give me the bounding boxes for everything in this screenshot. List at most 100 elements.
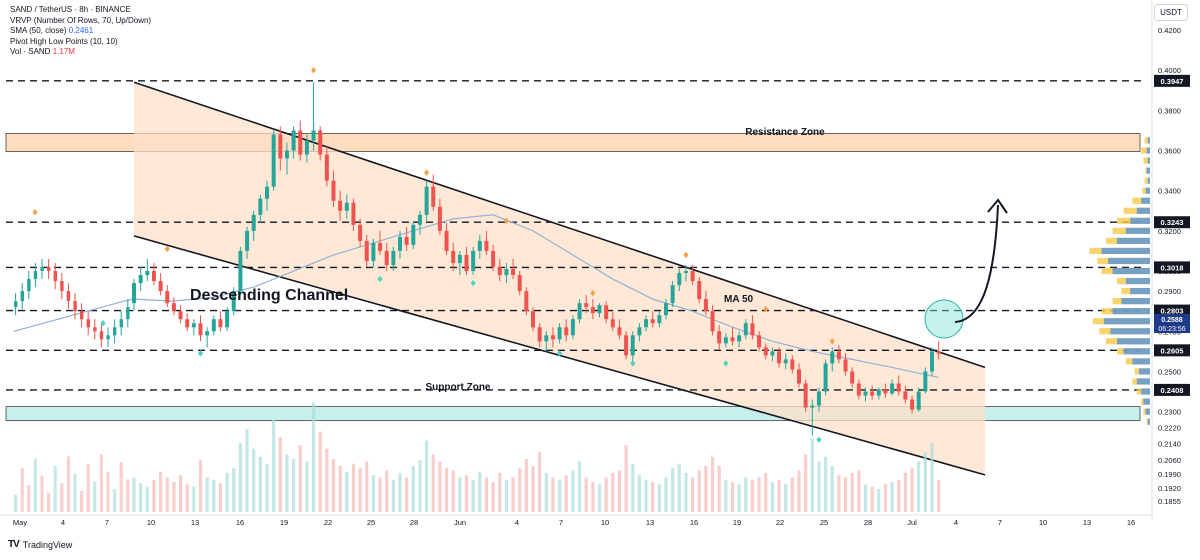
- candle-body: [697, 281, 702, 300]
- volume-bar: [93, 481, 97, 512]
- vp-down-bar: [1147, 137, 1150, 144]
- level-badge-text: 0.2605: [1161, 346, 1184, 355]
- candle-body: [411, 224, 416, 245]
- time-tick-label: May: [13, 518, 27, 527]
- volume-bar: [671, 468, 675, 512]
- volume-bar: [850, 472, 854, 512]
- price-badges: 0.2588 06:23:56: [1154, 314, 1190, 333]
- volume-bar: [757, 477, 761, 512]
- candle-body: [258, 198, 263, 215]
- tradingview-logo-icon: TV: [8, 539, 20, 550]
- volume-bar: [790, 477, 794, 512]
- candle-body: [99, 331, 104, 340]
- level-badge: [1154, 261, 1190, 274]
- candle-body: [185, 319, 190, 328]
- volume-bar: [126, 479, 130, 512]
- candle-body: [763, 347, 768, 356]
- candle-body: [903, 391, 908, 400]
- candle-body: [40, 267, 44, 272]
- candle-body: [457, 254, 462, 263]
- volume-bar: [152, 479, 156, 512]
- candle-body: [60, 281, 64, 292]
- volume-bar: [564, 475, 568, 512]
- volume-bar: [451, 470, 455, 512]
- candle-body: [132, 283, 136, 304]
- channel-upper-line: [133, 81, 986, 369]
- candle-body: [570, 319, 575, 336]
- candle-body: [225, 311, 230, 328]
- time-tick-label: Jun: [454, 518, 466, 527]
- volume-bar: [99, 454, 103, 512]
- candle-body: [318, 130, 323, 155]
- candle-body: [511, 269, 516, 276]
- volume-bar: [637, 475, 641, 512]
- level-badge: [1154, 74, 1190, 87]
- level-badge-text: 0.2408: [1161, 386, 1184, 395]
- candle-body: [471, 250, 476, 272]
- time-tick-label: 19: [280, 518, 288, 527]
- candle-body: [145, 271, 150, 276]
- volume-bar: [232, 468, 236, 512]
- candle-body: [930, 351, 934, 372]
- vp-down-bar: [1146, 147, 1150, 154]
- volume-bar: [784, 484, 788, 512]
- candles: [14, 82, 941, 436]
- candle-body: [743, 323, 748, 336]
- candle-body: [171, 303, 176, 312]
- time-tick-label: 13: [191, 518, 199, 527]
- tradingview-logo[interactable]: TV TradingView: [8, 539, 72, 550]
- vol-line[interactable]: Vol · SAND 1.17M: [10, 47, 151, 58]
- vol-value: 1.17M: [52, 47, 75, 56]
- candle-body: [910, 399, 915, 410]
- sma-line[interactable]: SMA (50, close) 0.2461: [10, 26, 151, 37]
- volume-bar: [538, 452, 542, 512]
- candle-body: [610, 319, 615, 328]
- volume-bar: [664, 477, 668, 512]
- vrvp-line[interactable]: VRVP (Number Of Rows, 70, Up/Down): [10, 15, 152, 25]
- candle-body: [73, 301, 77, 312]
- projection-arrow-head: [987, 198, 1008, 214]
- vp-down-bar: [1136, 207, 1150, 214]
- level-badge: [1154, 344, 1190, 357]
- vp-down-bar: [1132, 358, 1150, 365]
- volume-bar: [205, 477, 209, 512]
- volume-bar: [843, 477, 848, 512]
- candle-body: [557, 327, 562, 340]
- time-tick-label: 4: [61, 518, 65, 527]
- volume-bar: [810, 438, 814, 512]
- level-badge: [1154, 216, 1190, 229]
- candle-body: [33, 271, 38, 280]
- candle-body: [730, 337, 735, 342]
- candle-body: [843, 359, 848, 372]
- candle-body: [544, 335, 549, 342]
- currency-selector[interactable]: USDT: [1154, 4, 1188, 21]
- vp-down-bar: [1146, 167, 1150, 174]
- volume-bar: [444, 468, 449, 512]
- time-axis: May 4 7 10 13 16 19 22 25 28 Jun 4 7 10 13 16 19 22 25 28 Ju…: [0, 514, 1152, 527]
- volume-bar: [704, 466, 708, 512]
- price-tick-label: 0.1920: [1158, 484, 1181, 493]
- volume-bar: [418, 460, 422, 512]
- candle-body: [178, 311, 183, 320]
- volume-bar: [225, 472, 229, 512]
- candle-body: [836, 351, 841, 360]
- volume-bar: [265, 463, 269, 512]
- volume-bar: [737, 484, 741, 512]
- volume-bar: [305, 461, 309, 512]
- pivot-line[interactable]: Pivot High Low Points (10, 10): [10, 36, 118, 46]
- volume-bar: [837, 475, 841, 512]
- candle-body: [644, 319, 649, 328]
- candle-body: [238, 250, 243, 292]
- candle-body: [737, 335, 742, 342]
- candle-body: [378, 242, 383, 251]
- time-tick-label: 4: [515, 518, 519, 527]
- volume-bar: [930, 443, 934, 512]
- volume-bar: [897, 479, 901, 512]
- symbol-line[interactable]: SAND / TetherUS · 8h · BINANCE: [10, 5, 131, 14]
- volume-bar: [185, 484, 189, 512]
- vp-down-bar: [1147, 157, 1150, 164]
- volume-bar: [511, 477, 515, 512]
- pivots: [32, 67, 835, 443]
